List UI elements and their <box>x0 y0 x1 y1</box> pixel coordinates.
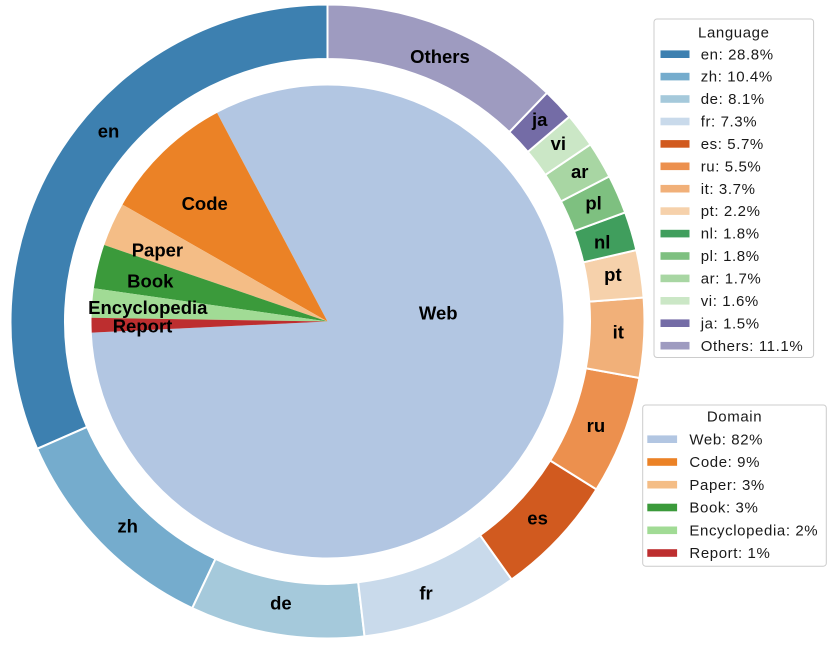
svg-text:pt: 2.2%: pt: 2.2% <box>701 203 761 220</box>
svg-text:Web: 82%: Web: 82% <box>689 431 763 448</box>
svg-text:zh: zh <box>117 515 138 536</box>
svg-text:de: 8.1%: de: 8.1% <box>701 91 765 108</box>
svg-text:es: es <box>527 507 548 528</box>
svg-text:ja: ja <box>531 109 548 130</box>
svg-text:ru: ru <box>587 415 606 436</box>
svg-text:nl: 1.8%: nl: 1.8% <box>701 226 760 243</box>
svg-text:nl: nl <box>594 231 610 252</box>
svg-text:es: 5.7%: es: 5.7% <box>701 136 764 153</box>
svg-text:vi: 1.6%: vi: 1.6% <box>701 293 759 310</box>
svg-text:ru: 5.5%: ru: 5.5% <box>701 158 762 175</box>
svg-text:Report: Report <box>113 315 173 336</box>
svg-text:en: 28.8%: en: 28.8% <box>701 46 774 63</box>
svg-text:ar: 1.7%: ar: 1.7% <box>701 271 762 288</box>
svg-text:Encyclopedia: Encyclopedia <box>88 297 208 318</box>
svg-text:ja: 1.5%: ja: 1.5% <box>700 315 760 332</box>
svg-text:Paper: 3%: Paper: 3% <box>689 477 764 494</box>
svg-text:Book: Book <box>127 270 174 291</box>
svg-text:pl: pl <box>585 193 601 214</box>
svg-text:pt: pt <box>604 264 621 285</box>
svg-text:en: en <box>98 121 120 142</box>
svg-text:de: de <box>270 593 292 614</box>
svg-text:pl: 1.8%: pl: 1.8% <box>701 248 760 265</box>
svg-text:Web: Web <box>419 303 458 324</box>
svg-text:Book: 3%: Book: 3% <box>689 500 758 517</box>
svg-text:zh: 10.4%: zh: 10.4% <box>701 69 773 86</box>
svg-text:it: it <box>613 322 624 343</box>
svg-text:Code: Code <box>182 193 228 214</box>
svg-text:Others: Others <box>410 46 470 67</box>
svg-text:Paper: Paper <box>132 239 183 260</box>
svg-text:fr: 7.3%: fr: 7.3% <box>701 114 758 131</box>
svg-text:fr: fr <box>419 583 432 604</box>
svg-text:ar: ar <box>571 161 589 182</box>
svg-text:Others: 11.1%: Others: 11.1% <box>701 338 804 355</box>
svg-text:it: 3.7%: it: 3.7% <box>701 181 756 198</box>
svg-text:Domain: Domain <box>707 408 762 425</box>
svg-text:vi: vi <box>551 133 566 154</box>
svg-text:Report: 1%: Report: 1% <box>689 545 770 562</box>
svg-text:Encyclopedia: 2%: Encyclopedia: 2% <box>689 522 818 539</box>
svg-text:Language: Language <box>698 25 770 42</box>
svg-text:Code: 9%: Code: 9% <box>689 454 760 471</box>
